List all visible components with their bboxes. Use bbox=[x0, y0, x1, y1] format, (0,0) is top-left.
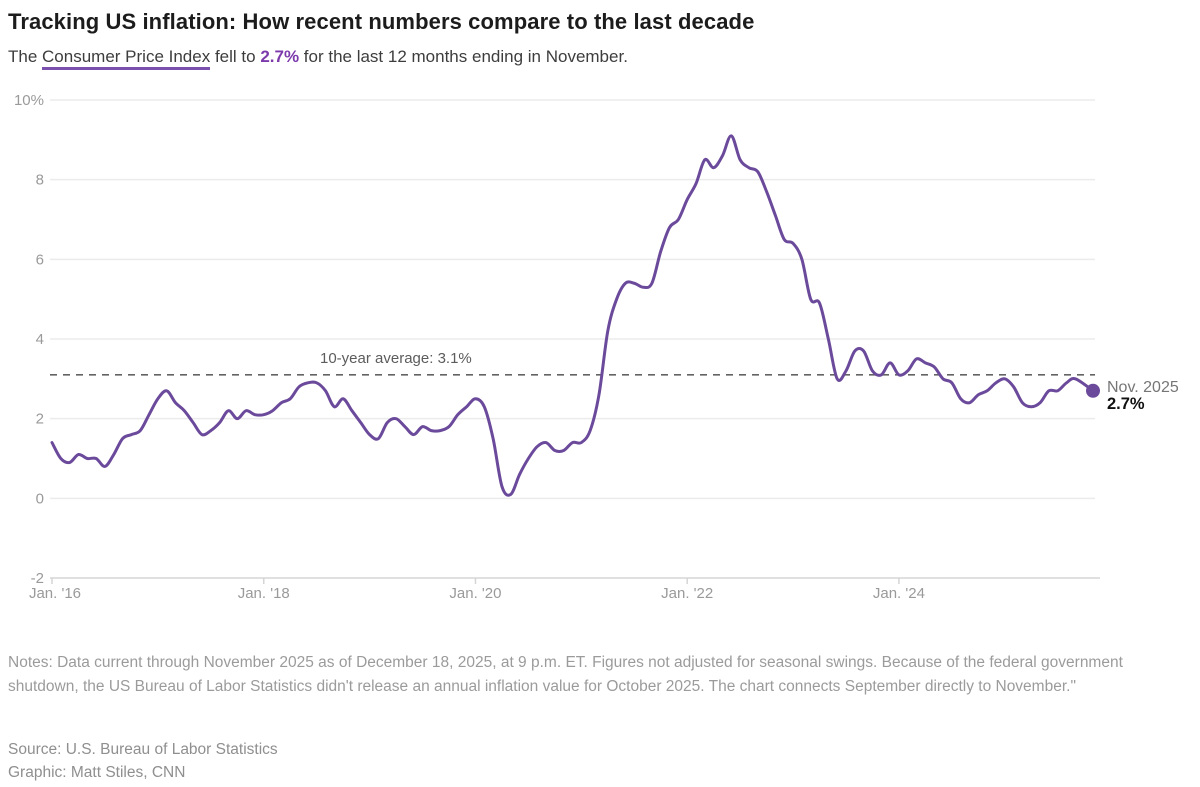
end-label-date: Nov. 2025 bbox=[1107, 379, 1179, 396]
chart-credit: Graphic: Matt Stiles, CNN bbox=[8, 764, 186, 781]
y-tick-label-10: 10% bbox=[14, 92, 44, 109]
cpi-link[interactable]: Consumer Price Index bbox=[42, 47, 211, 70]
x-tick-label-20: Jan. '20 bbox=[449, 585, 501, 602]
y-tick-label-2: 2 bbox=[36, 411, 44, 428]
y-tick-label-8: 8 bbox=[36, 172, 44, 189]
x-tick-label-22: Jan. '22 bbox=[661, 585, 713, 602]
chart-subtitle: The Consumer Price Index fell to 2.7% fo… bbox=[8, 45, 628, 70]
subtitle-text-suffix: for the last 12 months ending in Novembe… bbox=[299, 47, 628, 66]
cpi-line bbox=[50, 134, 1095, 497]
y-tick-label-4: 4 bbox=[36, 331, 44, 348]
x-tick-label-16: Jan. '16 bbox=[29, 585, 81, 602]
y-tick-label--2: -2 bbox=[31, 570, 44, 587]
y-tick-label-6: 6 bbox=[36, 251, 44, 268]
page-title: Tracking US inflation: How recent number… bbox=[8, 9, 755, 34]
subtitle-value: 2.7% bbox=[260, 47, 300, 66]
x-tick-label-18: Jan. '18 bbox=[238, 585, 290, 602]
subtitle-text-prefix: The bbox=[8, 47, 43, 66]
chart-source: Source: U.S. Bureau of Labor Statistics bbox=[8, 741, 278, 758]
end-label-value: 2.7% bbox=[1107, 395, 1145, 413]
end-point-dot bbox=[1086, 383, 1100, 398]
chart-notes: Notes: Data current through November 202… bbox=[8, 654, 1123, 695]
y-tick-label-0: 0 bbox=[36, 490, 44, 507]
average-line-label: 10-year average: 3.1% bbox=[320, 350, 472, 367]
x-tick-label-24: Jan. '24 bbox=[873, 585, 925, 602]
subtitle-text-mid: fell to bbox=[210, 47, 261, 66]
